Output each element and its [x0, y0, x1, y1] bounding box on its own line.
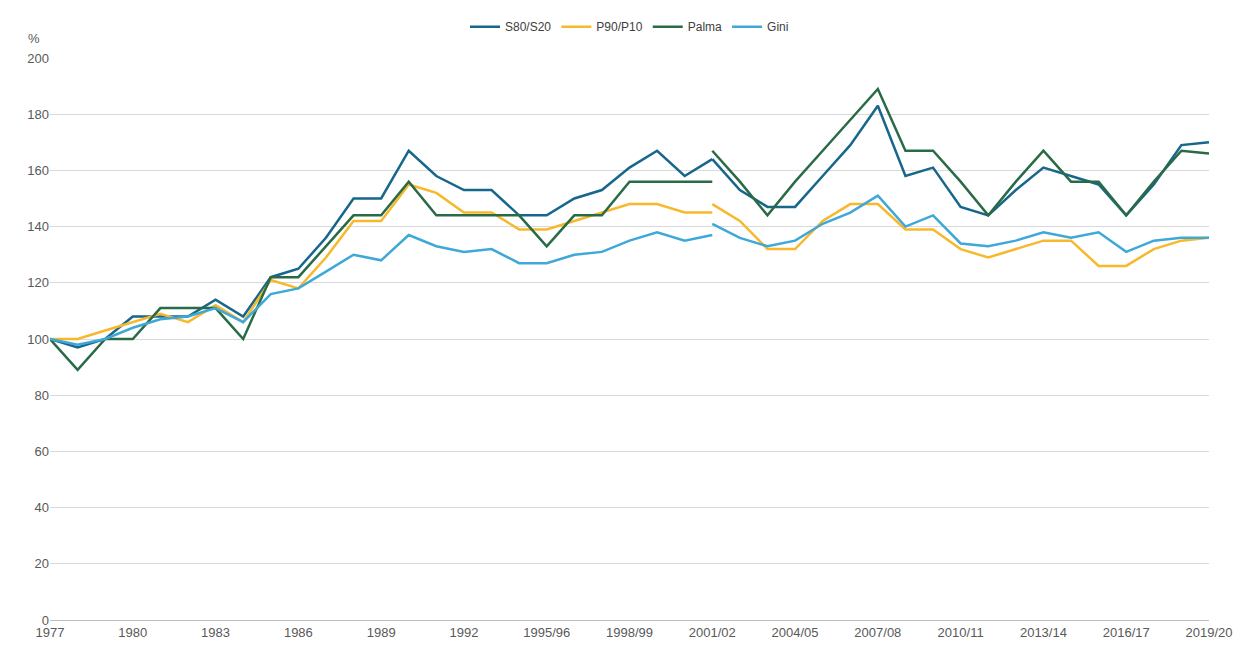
svg-text:2007/08: 2007/08 [854, 625, 901, 640]
svg-text:Palma: Palma [688, 20, 722, 34]
svg-text:2013/14: 2013/14 [1020, 625, 1067, 640]
svg-text:80: 80 [35, 388, 49, 403]
svg-text:1980: 1980 [118, 625, 147, 640]
svg-text:1983: 1983 [201, 625, 230, 640]
svg-text:0: 0 [42, 613, 49, 628]
svg-text:40: 40 [35, 500, 49, 515]
svg-text:1998/99: 1998/99 [606, 625, 653, 640]
svg-text:S80/S20: S80/S20 [505, 20, 551, 34]
svg-text:2019/20: 2019/20 [1186, 625, 1233, 640]
svg-text:120: 120 [27, 275, 49, 290]
svg-text:1995/96: 1995/96 [523, 625, 570, 640]
svg-text:1977: 1977 [36, 625, 65, 640]
svg-text:1992: 1992 [449, 625, 478, 640]
svg-text:1986: 1986 [284, 625, 313, 640]
svg-text:2010/11: 2010/11 [938, 625, 984, 640]
svg-text:P90/P10: P90/P10 [596, 20, 642, 34]
svg-text:2016/17: 2016/17 [1103, 625, 1150, 640]
svg-text:100: 100 [27, 332, 49, 347]
svg-text:160: 160 [27, 163, 49, 178]
svg-text:2001/02: 2001/02 [689, 625, 736, 640]
svg-text:20: 20 [35, 556, 49, 571]
svg-text:%: % [28, 31, 40, 46]
svg-text:Gini: Gini [767, 20, 788, 34]
svg-text:140: 140 [27, 219, 49, 234]
svg-text:180: 180 [27, 107, 49, 122]
svg-text:60: 60 [35, 444, 49, 459]
svg-text:200: 200 [27, 51, 49, 66]
svg-text:1989: 1989 [367, 625, 396, 640]
svg-text:2004/05: 2004/05 [772, 625, 819, 640]
